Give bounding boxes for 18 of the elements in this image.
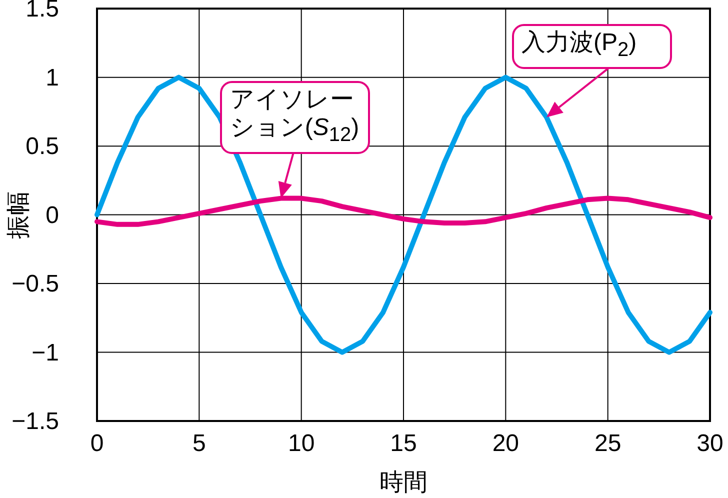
- x-tick-label: 25: [594, 430, 622, 457]
- annotation: 入力波(P$_{2}$): [512, 24, 672, 69]
- y-axis-title: 振幅: [5, 190, 32, 239]
- y-tick-label: 1.5: [26, 0, 59, 23]
- x-tick-label: 30: [696, 430, 724, 457]
- annotation: アイソレーション(S$_{12}$): [220, 81, 370, 154]
- x-tick-label: 0: [90, 430, 104, 457]
- x-tick-label: 5: [192, 430, 206, 457]
- x-tick-label: 20: [492, 430, 520, 457]
- y-tick-label: 0.5: [26, 133, 59, 160]
- y-tick-label: −1.5: [12, 408, 59, 435]
- x-tick-label: 10: [288, 430, 315, 457]
- y-tick-label: −1: [32, 339, 59, 366]
- x-axis-title: 時間: [380, 469, 428, 496]
- y-tick-label: 1: [46, 64, 59, 92]
- y-tick-label: −0.5: [12, 270, 59, 298]
- x-tick-label: 15: [390, 430, 417, 457]
- y-tick-label: 0: [46, 202, 59, 229]
